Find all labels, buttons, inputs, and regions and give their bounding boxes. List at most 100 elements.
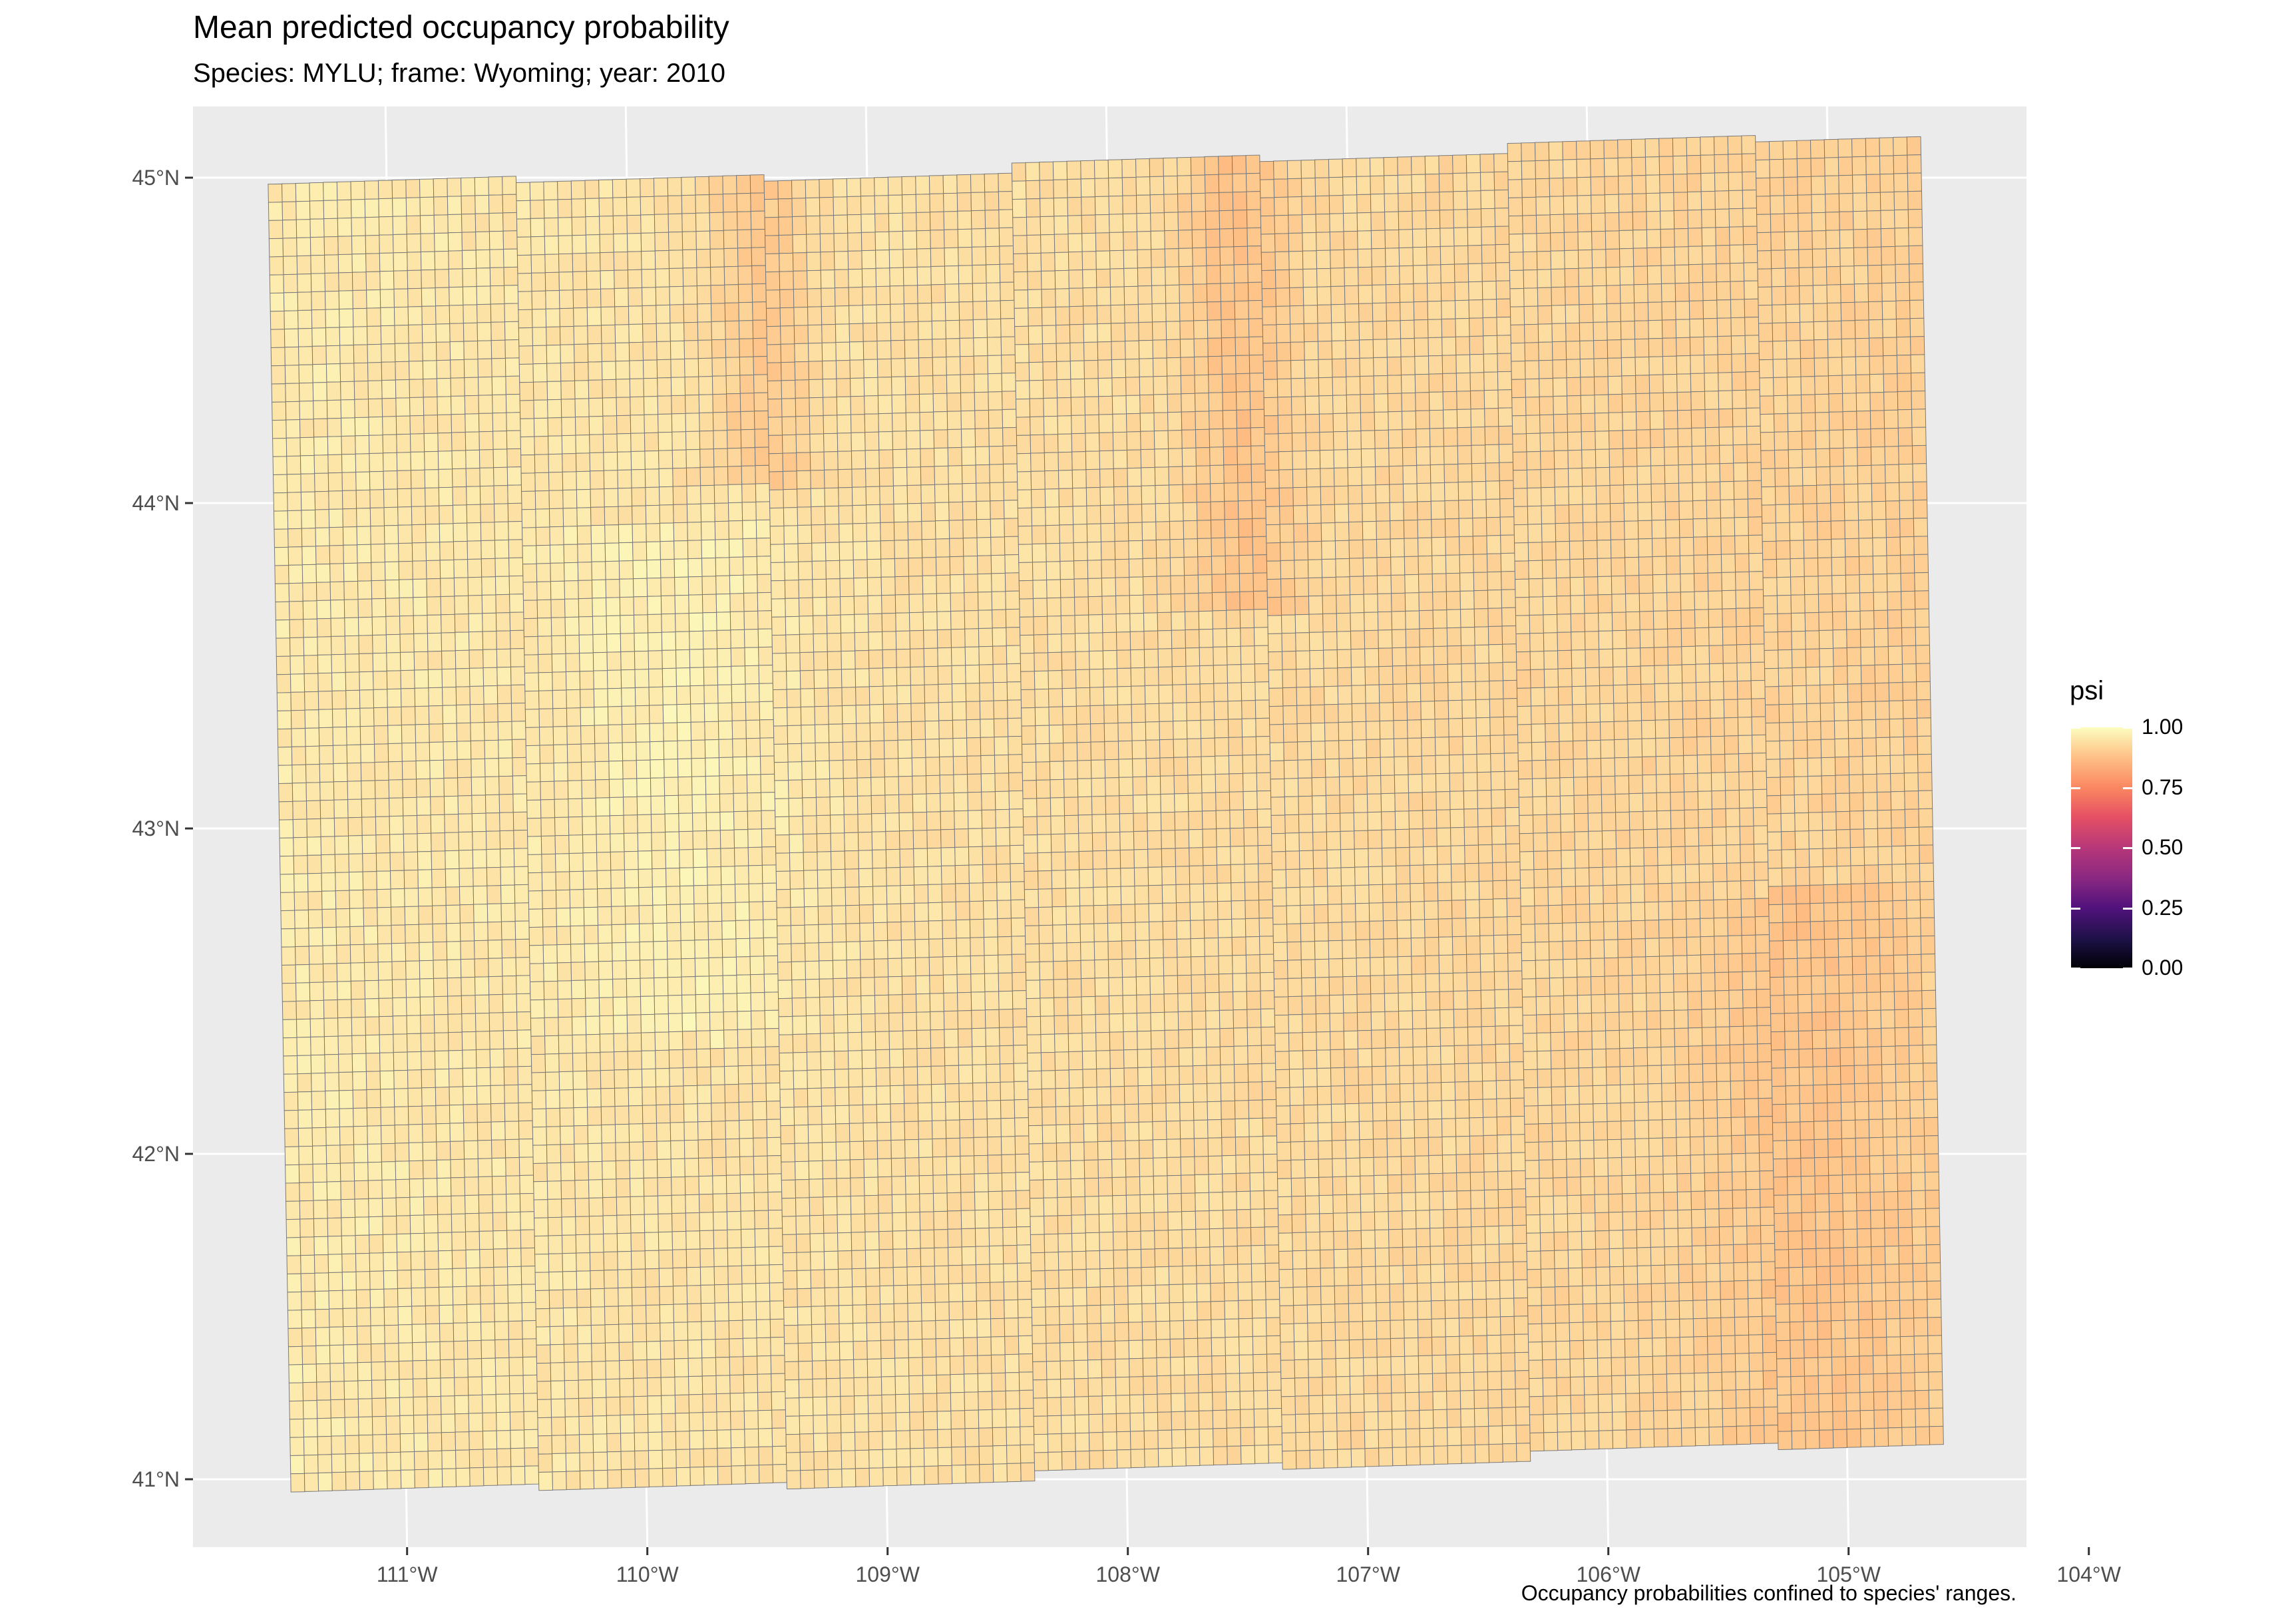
grid-cell	[282, 238, 297, 257]
grid-cell	[1141, 466, 1156, 486]
grid-cell	[337, 981, 352, 1000]
grid-cell	[424, 1250, 439, 1270]
grid-cell	[668, 1049, 683, 1069]
grid-cell	[317, 1454, 333, 1473]
grid-cell	[705, 812, 721, 831]
grid-cell	[745, 701, 761, 721]
grid-cell	[574, 343, 589, 363]
grid-cell	[510, 629, 525, 649]
grid-cell	[1077, 778, 1092, 798]
grid-cell	[327, 454, 343, 474]
grid-cell	[365, 271, 381, 291]
grid-cell	[373, 707, 389, 727]
grid-cell	[343, 544, 358, 564]
grid-cell	[974, 1173, 989, 1192]
grid-cell	[1073, 578, 1089, 598]
grid-cell	[586, 1052, 601, 1071]
grid-cell	[1034, 707, 1050, 727]
grid-cell	[698, 376, 713, 395]
grid-cell	[1167, 1174, 1182, 1194]
grid-cell	[758, 1464, 774, 1484]
grid-cell	[729, 1392, 745, 1412]
grid-cell	[490, 1067, 505, 1086]
grid-cell	[898, 757, 913, 777]
grid-cell	[295, 200, 311, 220]
grid-cell	[964, 610, 979, 629]
grid-cell	[616, 397, 631, 417]
grid-cell	[902, 212, 917, 232]
grid-cell	[930, 248, 946, 268]
grid-cell	[931, 1083, 946, 1103]
grid-cell	[1224, 1300, 1239, 1320]
grid-cell	[329, 1381, 345, 1401]
grid-cell	[608, 779, 624, 798]
grid-cell	[908, 557, 923, 577]
grid-cell	[1216, 846, 1231, 866]
grid-cell	[970, 937, 985, 956]
grid-cell	[381, 1197, 397, 1217]
grid-cell	[565, 1434, 580, 1454]
grid-cell	[421, 1087, 437, 1107]
grid-cell	[846, 959, 861, 979]
grid-cell	[948, 483, 963, 503]
grid-cell	[947, 447, 962, 466]
grid-cell	[1047, 1415, 1062, 1435]
grid-cell	[286, 455, 301, 475]
grid-cell	[1057, 451, 1073, 471]
grid-cell	[544, 1017, 559, 1037]
grid-cell	[601, 1142, 616, 1162]
grid-cell	[744, 665, 760, 685]
grid-cell	[1117, 722, 1133, 742]
grid-cell	[1054, 1051, 1069, 1071]
grid-cell	[993, 681, 1008, 701]
grid-cell	[630, 1196, 645, 1216]
grid-cell	[668, 213, 683, 233]
grid-cell	[413, 1451, 429, 1471]
grid-cell	[940, 793, 955, 812]
grid-cell	[658, 1268, 674, 1287]
grid-cell	[1099, 1286, 1115, 1306]
grid-cell	[437, 396, 452, 416]
grid-cell	[421, 323, 437, 343]
grid-cell	[276, 655, 291, 675]
grid-cell	[956, 919, 971, 939]
grid-cell	[629, 378, 644, 398]
grid-cell	[397, 1306, 413, 1326]
grid-cell	[992, 627, 1007, 647]
grid-cell	[920, 1248, 935, 1267]
grid-cell	[351, 217, 366, 237]
grid-cell	[801, 779, 817, 799]
grid-cell	[449, 286, 464, 306]
grid-cell	[833, 232, 849, 252]
grid-cell	[906, 430, 921, 450]
grid-cell	[1095, 995, 1110, 1015]
grid-cell	[690, 721, 705, 741]
grid-cell	[683, 1085, 698, 1105]
grid-cell	[666, 886, 681, 906]
grid-cell	[798, 597, 814, 617]
grid-cell	[936, 1356, 951, 1375]
grid-cell	[1089, 668, 1104, 688]
grid-cell	[1180, 1156, 1195, 1176]
grid-cell	[1193, 301, 1208, 321]
grid-cell	[468, 631, 484, 651]
grid-cell	[481, 594, 496, 614]
grid-cell	[1119, 795, 1134, 814]
grid-cell	[950, 1373, 965, 1393]
grid-cell	[633, 614, 649, 634]
grid-cell	[426, 1359, 441, 1379]
grid-cell	[660, 577, 675, 596]
grid-cell	[708, 939, 723, 958]
grid-cell	[298, 364, 313, 384]
grid-cell	[788, 779, 803, 799]
grid-cell	[474, 940, 489, 960]
grid-cell	[857, 795, 872, 815]
grid-cell	[574, 1198, 590, 1217]
grid-cell	[1110, 1104, 1125, 1124]
grid-cell	[820, 1033, 835, 1052]
grid-cell	[706, 830, 721, 850]
grid-cell	[590, 524, 606, 544]
grid-cell	[1034, 652, 1049, 672]
grid-cell	[920, 484, 936, 504]
grid-cell	[496, 1466, 512, 1486]
